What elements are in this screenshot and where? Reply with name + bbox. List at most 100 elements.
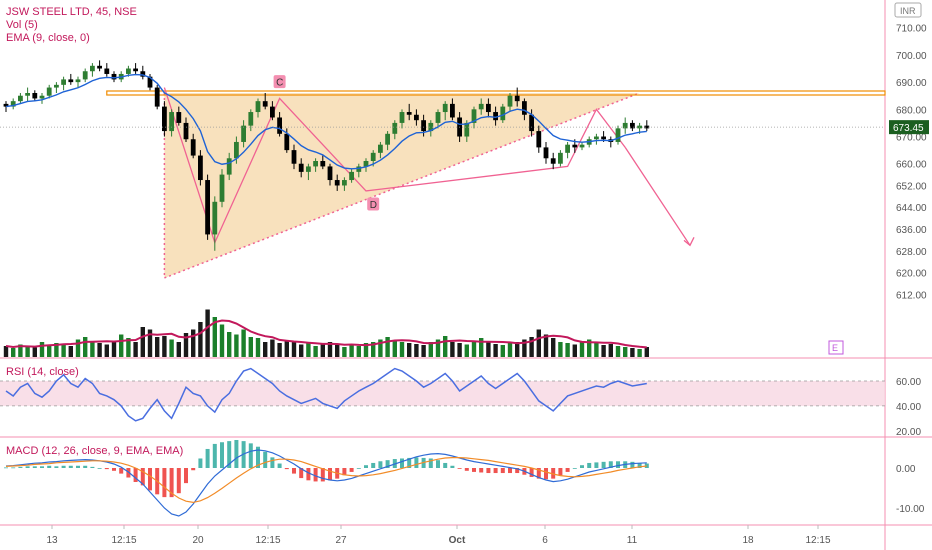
x-tick-label: 6 xyxy=(542,535,548,546)
candle-body xyxy=(572,144,578,148)
x-tick-label: 11 xyxy=(627,535,638,546)
rsi-tick-label: 20.00 xyxy=(896,427,921,438)
price-tick-label: 636.00 xyxy=(896,225,927,236)
volume-bar xyxy=(212,317,217,357)
macd-histogram-bar xyxy=(565,468,570,472)
candle-body xyxy=(46,87,52,96)
macd-histogram-bar xyxy=(169,468,174,498)
candle-body xyxy=(183,122,189,140)
volume-bar xyxy=(356,346,361,357)
macd-histogram-bar xyxy=(464,468,469,471)
candle-body xyxy=(522,101,527,115)
macd-histogram-bar xyxy=(191,468,196,471)
candle-body xyxy=(68,79,74,83)
macd-legend: MACD (12, 26, close, 9, EMA, EMA) xyxy=(6,445,184,457)
candle-body xyxy=(579,144,585,148)
macd-histogram-bar xyxy=(414,457,419,468)
macd-histogram-bar xyxy=(472,468,476,472)
volume-bar xyxy=(507,343,513,357)
volume-bar xyxy=(263,342,268,357)
macd-histogram-bar xyxy=(306,468,311,481)
candle-body xyxy=(356,166,362,172)
macd-histogram-bar xyxy=(162,468,167,498)
volume-bar xyxy=(493,344,498,357)
ema-line xyxy=(5,73,647,170)
candle-body xyxy=(291,150,297,164)
candle-body xyxy=(147,76,153,88)
candle-body xyxy=(169,112,174,132)
macd-histogram-bar xyxy=(97,468,102,469)
macd-histogram-bar xyxy=(428,458,433,468)
macd-histogram-bar xyxy=(400,458,404,468)
macd-histogram-bar xyxy=(40,466,44,468)
macd-histogram-bar xyxy=(529,468,534,477)
x-tick-label: 27 xyxy=(335,535,347,546)
candle-body xyxy=(284,133,290,151)
macd-histogram-bar xyxy=(176,468,181,494)
rsi-line xyxy=(5,367,647,422)
volume-bar xyxy=(500,345,505,357)
macd-histogram-bar xyxy=(270,457,275,468)
macd-histogram-bar xyxy=(515,468,520,474)
volume-bar xyxy=(183,333,189,357)
candle-body xyxy=(61,79,66,85)
volume-bar xyxy=(306,343,311,357)
macd-histogram-bar xyxy=(479,468,484,473)
candle-body xyxy=(198,155,203,181)
volume-bar xyxy=(515,342,520,357)
rsi-tick-label: 40.00 xyxy=(896,402,921,413)
volume-bar xyxy=(39,342,45,357)
projection-arrow-head xyxy=(683,237,695,247)
candle-body xyxy=(75,79,81,83)
volume-bar xyxy=(270,339,275,357)
macd-histogram-bar xyxy=(76,465,80,468)
macd-histogram-bar xyxy=(328,468,332,481)
candle-body xyxy=(18,95,23,102)
candle-body xyxy=(450,103,455,118)
candle-body xyxy=(313,161,318,167)
macd-histogram-bar xyxy=(47,465,52,468)
volume-bar xyxy=(176,342,181,357)
volume-bar xyxy=(97,343,102,357)
candle-body xyxy=(205,180,210,235)
candle-body xyxy=(399,112,405,123)
volume-bar xyxy=(54,343,59,357)
macd-histogram-bar xyxy=(90,466,95,468)
last-price-value: 673.45 xyxy=(893,123,924,134)
volume-bar xyxy=(284,341,289,357)
candle-body xyxy=(140,71,146,77)
macd-histogram-bar xyxy=(572,468,577,469)
candle-body xyxy=(558,152,563,164)
volume-bar xyxy=(464,344,469,357)
price-tick-label: 670.00 xyxy=(896,133,927,144)
volume-bar xyxy=(543,334,549,357)
candle-body xyxy=(435,112,441,123)
volume-bar xyxy=(428,342,433,357)
x-tick-label: 12:15 xyxy=(111,535,136,546)
candle-body xyxy=(363,161,369,167)
volume-bar xyxy=(104,344,109,357)
candle-body xyxy=(25,93,30,96)
x-tick-label: Oct xyxy=(449,535,466,546)
candle-body xyxy=(529,114,534,132)
candle-body xyxy=(3,103,9,107)
candle-body xyxy=(219,174,225,202)
macd-histogram-bar xyxy=(349,468,354,472)
macd-histogram-bar xyxy=(630,461,635,468)
macd-histogram-bar xyxy=(25,466,30,468)
volume-bar xyxy=(392,341,397,357)
candle-body xyxy=(126,68,131,74)
macd-histogram-bar xyxy=(436,460,440,468)
pattern-label-box xyxy=(367,197,380,211)
volume-bar xyxy=(551,338,556,357)
candle-body xyxy=(594,136,599,140)
price-tick-label: 644.00 xyxy=(896,203,927,214)
pattern-label: C xyxy=(276,78,283,89)
macd-histogram-bar xyxy=(205,448,210,468)
volume-bar xyxy=(342,347,347,357)
macd-line xyxy=(5,449,647,517)
volume-bar xyxy=(277,343,282,357)
candle-body xyxy=(255,101,261,113)
volume-bar xyxy=(363,343,369,357)
candle-body xyxy=(226,158,232,175)
